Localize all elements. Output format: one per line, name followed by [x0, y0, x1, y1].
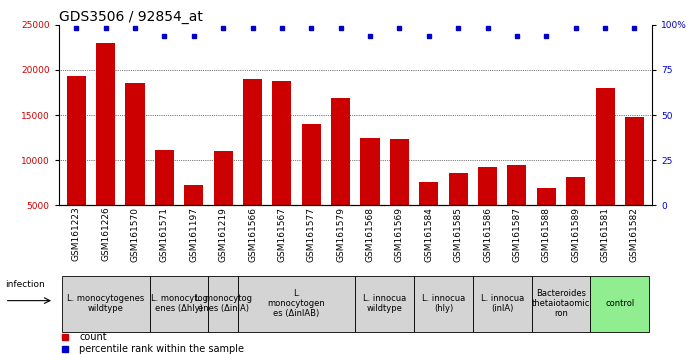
Text: GSM161197: GSM161197 [189, 207, 198, 262]
Text: GSM161585: GSM161585 [453, 207, 463, 262]
Bar [331, 98, 351, 205]
Text: GSM161226: GSM161226 [101, 207, 110, 262]
Text: GSM161579: GSM161579 [336, 207, 345, 262]
FancyBboxPatch shape [531, 275, 591, 332]
Text: L.
monocytogen
es (ΔinlAB): L. monocytogen es (ΔinlAB) [268, 289, 326, 319]
Bar [507, 165, 526, 205]
Bar [96, 43, 115, 205]
Bar [566, 177, 585, 205]
Bar [625, 117, 644, 205]
Bar [126, 84, 145, 205]
Text: GSM161582: GSM161582 [630, 207, 639, 262]
Text: GSM161584: GSM161584 [424, 207, 433, 262]
FancyBboxPatch shape [355, 275, 414, 332]
Bar [478, 166, 497, 205]
Text: GSM161569: GSM161569 [395, 207, 404, 262]
Text: L. innocua
(inlA): L. innocua (inlA) [481, 294, 524, 313]
Text: GSM161219: GSM161219 [219, 207, 228, 262]
Bar [302, 124, 321, 205]
Bar [595, 88, 615, 205]
Bar [448, 173, 468, 205]
Text: GSM161586: GSM161586 [483, 207, 492, 262]
Text: GSM161567: GSM161567 [277, 207, 286, 262]
Text: GSM161589: GSM161589 [571, 207, 580, 262]
Text: control: control [605, 299, 634, 308]
Bar [67, 76, 86, 205]
FancyBboxPatch shape [414, 275, 473, 332]
FancyBboxPatch shape [150, 275, 208, 332]
Text: infection: infection [5, 280, 44, 289]
FancyBboxPatch shape [238, 275, 355, 332]
Text: GDS3506 / 92854_at: GDS3506 / 92854_at [59, 10, 203, 24]
Text: L. monocytog
enes (Δhly): L. monocytog enes (Δhly) [150, 294, 208, 313]
Text: Bacteroides
thetaiotaomic
ron: Bacteroides thetaiotaomic ron [532, 289, 590, 319]
Bar [360, 138, 380, 205]
Text: L. monocytog
enes (ΔinlA): L. monocytog enes (ΔinlA) [195, 294, 252, 313]
Text: L. monocytogenes
wildtype: L. monocytogenes wildtype [67, 294, 144, 313]
Text: GSM161223: GSM161223 [72, 207, 81, 262]
FancyBboxPatch shape [61, 275, 150, 332]
Text: percentile rank within the sample: percentile rank within the sample [79, 344, 244, 354]
Text: GSM161588: GSM161588 [542, 207, 551, 262]
Text: L. innocua
(hly): L. innocua (hly) [422, 294, 465, 313]
FancyBboxPatch shape [591, 275, 649, 332]
Text: GSM161571: GSM161571 [160, 207, 169, 262]
Text: GSM161577: GSM161577 [307, 207, 316, 262]
Bar [537, 188, 556, 205]
Bar [243, 79, 262, 205]
Bar [273, 81, 291, 205]
Bar [390, 138, 409, 205]
Text: GSM161566: GSM161566 [248, 207, 257, 262]
FancyBboxPatch shape [208, 275, 238, 332]
Text: L. innocua
wildtype: L. innocua wildtype [363, 294, 406, 313]
Bar [214, 151, 233, 205]
Bar [155, 150, 174, 205]
Bar [420, 182, 438, 205]
Text: GSM161587: GSM161587 [513, 207, 522, 262]
Bar [184, 184, 204, 205]
Text: GSM161581: GSM161581 [600, 207, 609, 262]
Text: GSM161568: GSM161568 [366, 207, 375, 262]
Text: GSM161570: GSM161570 [130, 207, 139, 262]
Text: count: count [79, 332, 107, 342]
FancyBboxPatch shape [473, 275, 531, 332]
